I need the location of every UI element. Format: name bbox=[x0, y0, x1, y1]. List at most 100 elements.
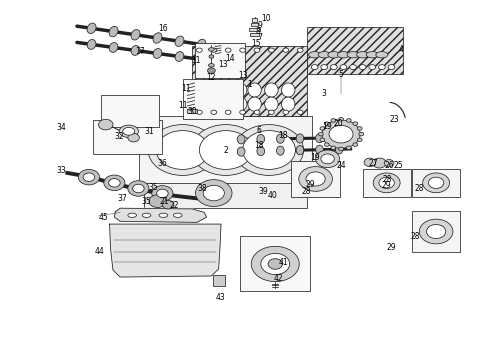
Circle shape bbox=[261, 253, 290, 275]
Circle shape bbox=[331, 146, 336, 150]
Text: 11: 11 bbox=[182, 84, 191, 93]
Text: 28: 28 bbox=[302, 187, 311, 196]
Text: 9: 9 bbox=[257, 21, 262, 30]
Ellipse shape bbox=[248, 97, 261, 111]
Circle shape bbox=[329, 125, 353, 143]
Text: 29: 29 bbox=[387, 243, 396, 252]
Ellipse shape bbox=[276, 146, 284, 155]
Circle shape bbox=[243, 131, 295, 170]
Bar bbox=[240, 237, 310, 291]
Text: 28: 28 bbox=[383, 175, 392, 184]
Text: 14: 14 bbox=[225, 54, 234, 63]
Circle shape bbox=[369, 65, 376, 69]
Text: 20: 20 bbox=[334, 119, 343, 128]
Text: 39: 39 bbox=[258, 187, 268, 196]
Ellipse shape bbox=[131, 46, 140, 55]
Circle shape bbox=[283, 48, 289, 52]
Circle shape bbox=[373, 173, 400, 193]
Text: 30: 30 bbox=[187, 107, 197, 116]
Ellipse shape bbox=[175, 36, 184, 46]
Circle shape bbox=[324, 122, 329, 125]
Circle shape bbox=[339, 147, 343, 151]
Circle shape bbox=[133, 184, 144, 193]
Text: 12: 12 bbox=[207, 73, 216, 82]
Ellipse shape bbox=[366, 51, 378, 58]
Text: 43: 43 bbox=[216, 293, 226, 302]
Text: 13: 13 bbox=[219, 60, 228, 69]
Bar bbox=[195, 43, 245, 78]
Ellipse shape bbox=[265, 97, 278, 111]
Text: 32: 32 bbox=[114, 132, 124, 141]
Circle shape bbox=[316, 150, 340, 168]
Circle shape bbox=[320, 127, 325, 130]
Ellipse shape bbox=[265, 83, 278, 97]
Circle shape bbox=[324, 143, 329, 147]
Ellipse shape bbox=[376, 51, 388, 58]
Bar bbox=[412, 211, 460, 252]
Bar bbox=[183, 79, 243, 119]
Text: 19: 19 bbox=[310, 153, 319, 162]
Bar bbox=[249, 28, 260, 31]
Ellipse shape bbox=[248, 83, 261, 97]
Bar bbox=[192, 46, 307, 117]
Circle shape bbox=[199, 131, 252, 170]
Ellipse shape bbox=[281, 97, 295, 111]
Circle shape bbox=[318, 132, 323, 136]
Bar bbox=[144, 183, 307, 208]
Text: 41: 41 bbox=[279, 258, 288, 267]
Text: 42: 42 bbox=[274, 274, 283, 283]
Ellipse shape bbox=[296, 134, 304, 143]
Text: 2: 2 bbox=[223, 145, 228, 154]
Text: 38: 38 bbox=[197, 184, 207, 193]
Ellipse shape bbox=[217, 97, 230, 111]
Ellipse shape bbox=[153, 33, 162, 43]
Circle shape bbox=[364, 158, 376, 167]
Circle shape bbox=[148, 125, 217, 175]
Bar bbox=[291, 161, 340, 197]
Circle shape bbox=[359, 132, 364, 136]
Circle shape bbox=[419, 219, 453, 244]
Text: 28: 28 bbox=[411, 232, 420, 241]
Circle shape bbox=[379, 177, 394, 189]
Ellipse shape bbox=[257, 147, 265, 156]
Text: 27: 27 bbox=[368, 158, 378, 167]
Text: 35: 35 bbox=[142, 197, 151, 206]
Ellipse shape bbox=[257, 134, 265, 144]
Circle shape bbox=[350, 65, 356, 69]
Circle shape bbox=[321, 154, 334, 164]
Circle shape bbox=[321, 65, 328, 69]
Ellipse shape bbox=[347, 51, 359, 58]
Ellipse shape bbox=[159, 213, 168, 217]
Ellipse shape bbox=[128, 213, 137, 217]
Polygon shape bbox=[114, 208, 207, 222]
Circle shape bbox=[156, 131, 209, 170]
Circle shape bbox=[149, 195, 166, 207]
Circle shape bbox=[357, 138, 362, 141]
Text: 10: 10 bbox=[261, 14, 270, 23]
Ellipse shape bbox=[233, 97, 247, 111]
Circle shape bbox=[388, 65, 395, 69]
Text: 17: 17 bbox=[136, 47, 145, 56]
Ellipse shape bbox=[87, 40, 96, 49]
Text: 22: 22 bbox=[169, 201, 179, 210]
Circle shape bbox=[196, 180, 232, 207]
Ellipse shape bbox=[153, 49, 162, 58]
Circle shape bbox=[208, 68, 215, 73]
Text: 1: 1 bbox=[247, 80, 252, 89]
Circle shape bbox=[128, 134, 139, 142]
Text: 40: 40 bbox=[268, 191, 278, 200]
Bar bbox=[307, 27, 403, 74]
Text: 31: 31 bbox=[144, 127, 154, 136]
Circle shape bbox=[128, 181, 149, 196]
Circle shape bbox=[234, 125, 304, 175]
Ellipse shape bbox=[197, 55, 206, 64]
Text: 21: 21 bbox=[160, 197, 169, 206]
Text: 29: 29 bbox=[305, 180, 315, 189]
Circle shape bbox=[269, 48, 274, 52]
Text: 7: 7 bbox=[257, 33, 262, 42]
Text: 13: 13 bbox=[238, 71, 247, 80]
Circle shape bbox=[98, 119, 113, 130]
Text: 11: 11 bbox=[191, 55, 201, 64]
Circle shape bbox=[211, 48, 217, 52]
Circle shape bbox=[152, 186, 173, 201]
